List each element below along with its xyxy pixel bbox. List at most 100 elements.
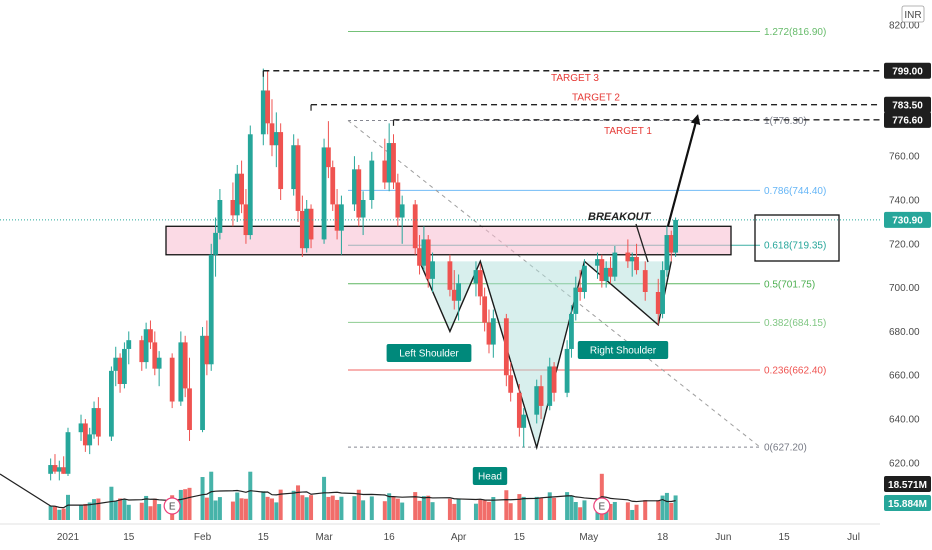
volume-bar <box>187 487 192 520</box>
price-tick-label: 660.00 <box>889 371 920 382</box>
volume-bar <box>478 499 483 520</box>
volume-bar <box>387 493 392 520</box>
right-shoulder-label-bg <box>577 341 669 359</box>
volume-bar <box>52 506 57 520</box>
candle-body <box>247 134 253 236</box>
pattern-fill <box>419 261 672 448</box>
candle-body <box>278 132 284 190</box>
candle-body <box>612 252 618 277</box>
candle-body <box>148 329 153 343</box>
candle-body <box>477 270 483 297</box>
candle-body <box>230 200 236 216</box>
currency-badge <box>901 5 925 23</box>
volume-bar <box>473 503 478 520</box>
time-tick-label: 15 <box>123 532 135 543</box>
volume-bar <box>204 497 209 520</box>
volume-bar <box>183 489 188 520</box>
volume-bar <box>352 496 357 520</box>
volume-bar <box>595 507 600 520</box>
candle-body <box>208 254 214 365</box>
candle-body <box>299 210 305 249</box>
head-label: Head <box>478 472 502 483</box>
candle-body <box>386 143 392 183</box>
target-label-2: TARGET 2 <box>572 93 620 104</box>
volume-bar <box>217 497 222 520</box>
candle-body <box>551 366 557 393</box>
volume-bar <box>643 500 648 520</box>
candle-body <box>564 348 570 393</box>
volume-bar <box>61 508 66 520</box>
volume-ma-tag: 18.571M <box>888 480 927 491</box>
candle-body <box>213 232 218 255</box>
candle-body <box>660 270 665 314</box>
price-tick-label: 760.00 <box>889 152 920 163</box>
volume-bar <box>521 496 526 520</box>
candle-body <box>239 173 244 205</box>
volume-bar <box>486 501 491 520</box>
candle-body <box>269 123 275 146</box>
candle-body <box>634 256 639 271</box>
volume-bar <box>274 502 279 520</box>
volume-bar <box>209 471 214 520</box>
volume-bar <box>230 501 235 520</box>
volume-bar <box>656 500 661 520</box>
volume-bar <box>625 502 630 520</box>
price-tick-label: 680.00 <box>889 327 920 338</box>
target-price-tag-1: 799.00 <box>892 67 923 78</box>
price-tick-label: 640.00 <box>889 415 920 426</box>
earnings-marker <box>163 497 181 515</box>
volume-bar <box>356 489 361 520</box>
volume-bar <box>608 503 613 520</box>
candle-body <box>187 388 192 430</box>
candle-body <box>451 289 457 301</box>
volume-bar <box>87 502 92 520</box>
fib-label-0: 1.272(816.90) <box>764 27 826 38</box>
fib-label-2: 0.786(744.40) <box>764 186 826 197</box>
volume-bar <box>400 502 405 520</box>
candle-body <box>673 219 678 253</box>
fib-label-6: 0.236(662.40) <box>764 365 826 376</box>
candle-body <box>109 370 114 437</box>
volume-bar <box>517 494 522 520</box>
candle-body <box>326 147 331 168</box>
candle-body <box>82 423 88 446</box>
volume-bar <box>213 500 218 520</box>
candle-body <box>356 169 362 218</box>
volume-ma-tag-bg <box>884 476 931 492</box>
candle-body <box>156 357 162 369</box>
candle-body <box>61 467 67 474</box>
target-price-tag-1-bg <box>884 62 931 79</box>
fib-label-4: 0.5(701.75) <box>764 279 815 290</box>
volume-bar <box>200 477 205 520</box>
volume-bar <box>482 500 487 520</box>
candle-body <box>152 342 158 369</box>
candle-body <box>308 208 314 240</box>
volume-bar <box>426 495 431 520</box>
volume-bar <box>122 499 127 520</box>
candle-body <box>139 340 145 363</box>
fib-label-1: 1(776.30) <box>764 116 807 127</box>
volume-bar <box>296 485 301 520</box>
time-tick-label: Feb <box>194 532 212 543</box>
time-tick-label: 16 <box>384 532 396 543</box>
volume-bar <box>452 503 457 520</box>
time-tick-label: 18 <box>657 532 669 543</box>
candle-body <box>65 432 71 474</box>
volume-bar <box>126 504 131 520</box>
candle-body <box>339 204 344 231</box>
head-label-bg <box>472 467 508 485</box>
time-tick-label: 15 <box>779 532 791 543</box>
volume-bar <box>148 506 153 520</box>
volume-bar <box>421 496 426 520</box>
volume-bar <box>269 498 274 520</box>
price-axis-bg <box>880 0 932 550</box>
candle-body <box>573 287 579 314</box>
candle-body <box>486 322 492 345</box>
volume-bar <box>152 498 157 520</box>
candle-body <box>425 239 431 279</box>
volume-bar <box>573 501 578 520</box>
candle-body <box>430 261 435 279</box>
candle-body <box>330 167 336 205</box>
volume-bar <box>304 497 309 520</box>
price-tick-label: 740.00 <box>889 196 920 207</box>
